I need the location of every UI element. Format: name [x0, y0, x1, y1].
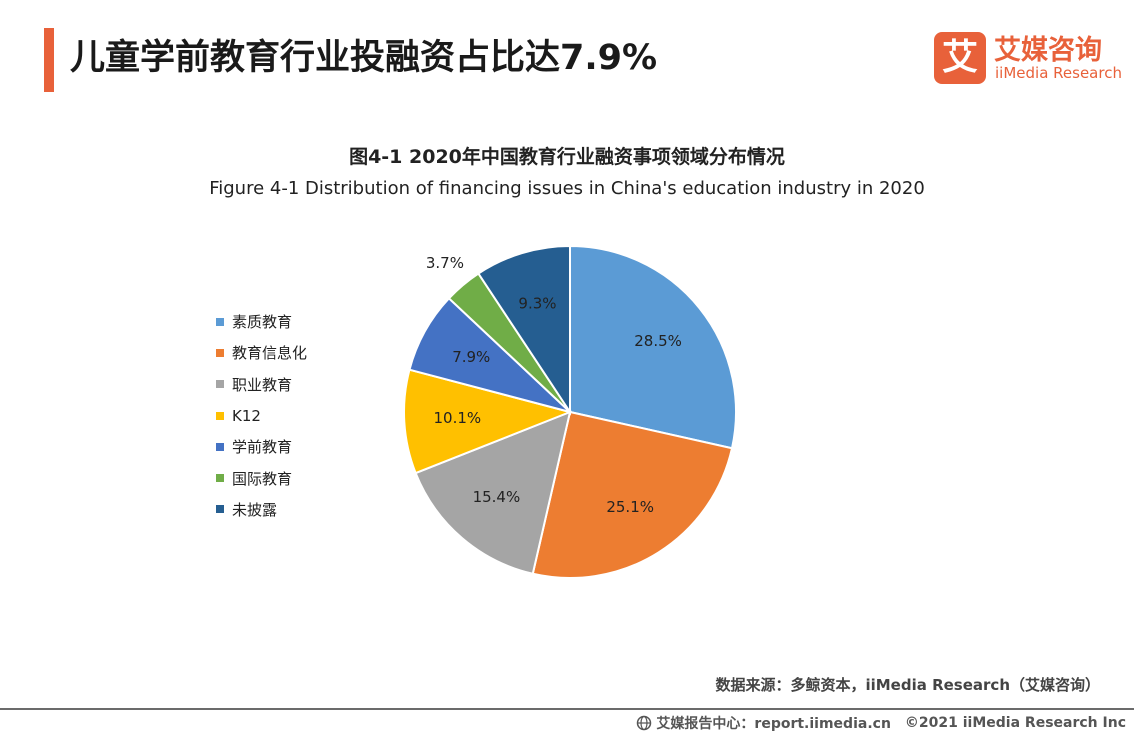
legend-swatch-0 [216, 317, 224, 326]
data-label-5: 3.7% [426, 254, 464, 272]
legend-item-0: 素质教育 [216, 306, 307, 337]
logo-text-en: iiMedia Research [995, 64, 1122, 82]
legend-swatch-5 [216, 474, 224, 483]
chart-legend: 素质教育教育信息化职业教育 K12 学前教育国际教育未披露 [216, 306, 307, 525]
legend-item-1: 教育信息化 [216, 337, 307, 368]
legend-item-4: 学前教育 [216, 431, 307, 462]
data-source-note: 数据来源：多鲸资本，iiMedia Research（艾媒咨询） [715, 676, 1100, 694]
legend-swatch-2 [216, 380, 224, 389]
pie-slice-2 [414, 410, 572, 575]
logo-text-cn: 艾媒咨询 [994, 35, 1102, 66]
legend-item-5: 国际教育 [216, 462, 307, 493]
legend-swatch-3 [216, 411, 224, 420]
legend-label-0: 素质教育 [232, 313, 293, 332]
logo-mark: 艾 [934, 32, 986, 84]
data-label-2: 15.4% [473, 488, 521, 506]
legend-swatch-4 [216, 442, 224, 451]
legend-item-6: 未披露 [216, 494, 307, 525]
pie-slice-0 [569, 244, 737, 450]
legend-label-2: 职业教育 [232, 375, 293, 394]
pie-slice-3 [403, 368, 574, 475]
pie-slice-6 [477, 244, 571, 416]
legend-label-4: 学前教育 [232, 438, 293, 457]
globe-icon [637, 715, 652, 731]
legend-item-2: 职业教育 [216, 369, 307, 400]
chart-subtitle: Figure 4-1 Distribution of financing iss… [209, 178, 925, 199]
legend-item-3: K12 [216, 400, 307, 431]
legend-label-6: 未披露 [232, 500, 278, 519]
data-label-4: 7.9% [452, 348, 490, 366]
legend-label-5: 国际教育 [232, 469, 293, 488]
title-accent-bar [44, 28, 54, 92]
data-label-3: 10.1% [433, 409, 481, 427]
iimedia-logo: 艾 艾媒咨询 iiMedia Research [934, 32, 1124, 88]
footer-divider [0, 708, 1134, 710]
legend-label-3: K12 [232, 406, 261, 425]
footer: 艾媒报告中心：report.iimedia.cn ©2021 iiMedia R… [636, 713, 1126, 733]
data-label-1: 25.1% [606, 498, 654, 516]
chart-title: 图4-1 2020年中国教育行业融资事项领域分布情况 [349, 146, 785, 168]
data-label-0: 28.5% [634, 332, 682, 350]
copyright: ©2021 iiMedia Research Inc [904, 715, 1126, 731]
data-label-6: 9.3% [518, 294, 556, 312]
pie-slice-1 [531, 410, 734, 579]
legend-label-1: 教育信息化 [232, 344, 308, 363]
report-center-link[interactable]: 艾媒报告中心：report.iimedia.cn [656, 716, 891, 732]
legend-swatch-1 [216, 348, 224, 357]
page-title: 儿童学前教育行业投融资占比达7.9% [70, 38, 658, 78]
legend-swatch-6 [216, 505, 224, 514]
